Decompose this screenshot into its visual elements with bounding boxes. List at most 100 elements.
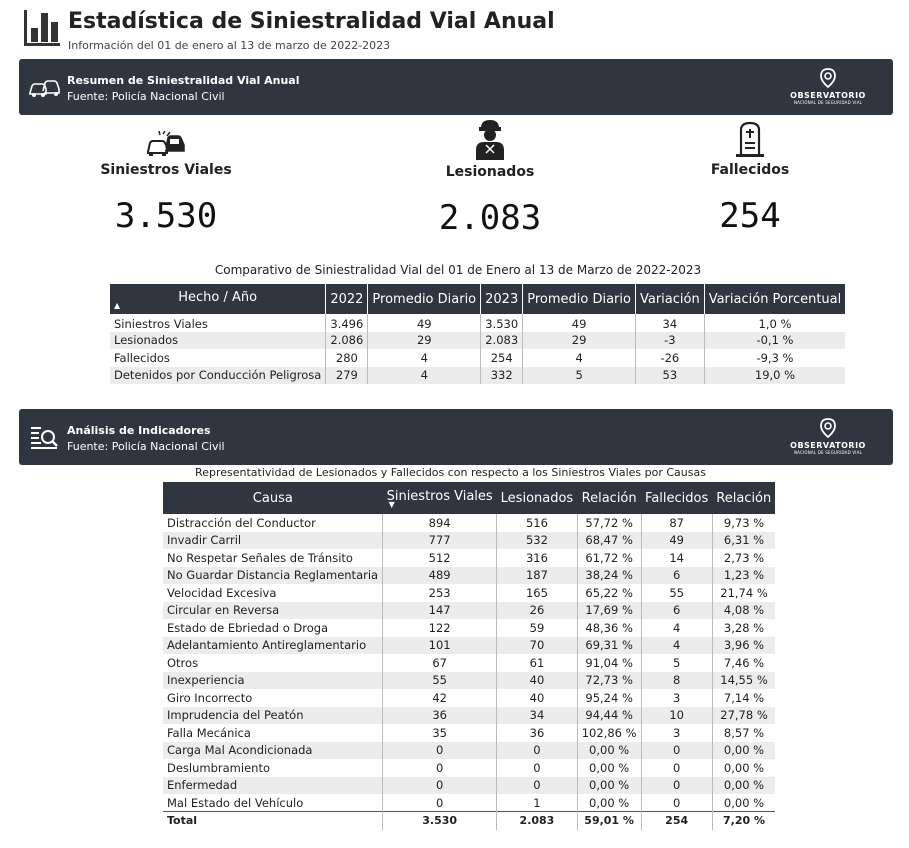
total-cell: 254 (641, 811, 713, 830)
table-cell: Lesionados (110, 331, 327, 349)
resumen-banner-title: Resumen de Siniestralidad Vial Anual (67, 74, 300, 87)
table-row: Adelantamiento Antireglamentario 101 70 69,… (163, 636, 776, 654)
table-cell: 122 (382, 619, 498, 637)
table-row: Mal Estado del Vehículo 0 1 0,00 % 0 0,00 % (163, 794, 775, 812)
causas-header-cell[interactable]: Causa (163, 482, 383, 514)
kpi-fallecidos-value: 254 (719, 196, 781, 236)
observatorio-logo: OBSERVATORIO NACIONAL DE SEGURIDAD VIAL (783, 417, 873, 459)
table-cell: 0 (382, 794, 498, 812)
table-cell: 19,0 % (704, 366, 846, 384)
table-cell: 48,36 % (577, 619, 642, 637)
page-subtitle: Información del 01 de enero al 13 de mar… (68, 39, 391, 52)
search-analysis-icon (31, 427, 58, 449)
table-cell: 35 (382, 724, 498, 742)
table-cell: 95,24 % (577, 689, 642, 707)
total-cell: 7,20 % (712, 811, 776, 830)
table-cell: 4 (641, 619, 713, 637)
table-row: Distracción del Conductor 894 516 57,72 % 87… (163, 514, 775, 532)
table-cell: 2.086 (325, 331, 369, 349)
comparativo-header-cell[interactable]: Variación (635, 284, 705, 314)
table-cell: 40 (496, 671, 578, 689)
table-cell: 72,73 % (577, 671, 642, 689)
comparativo-table: Hecho / Año ▲ 2022 Promedio Diario 2023 … (110, 284, 846, 384)
table-cell: 5 (641, 654, 713, 672)
table-cell: 49 (641, 531, 713, 549)
causas-header-cell[interactable]: Siniestros Viales ▼ (382, 482, 497, 514)
table-cell: 59 (496, 619, 578, 637)
analisis-banner: Análisis de Indicadores Fuente: Policía … (19, 409, 893, 465)
sort-arrow-icon[interactable]: ▲ (114, 300, 121, 310)
causas-header-cell[interactable]: Relación (712, 482, 776, 514)
causas-header-cell[interactable]: Lesionados (496, 482, 578, 514)
table-cell: 61,72 % (577, 549, 642, 567)
table-row: No Respetar Señales de Tránsito 512 316 61,… (163, 549, 775, 567)
table-cell: 53 (635, 366, 705, 384)
table-cell: 3,96 % (712, 636, 776, 654)
table-cell: 5 (522, 366, 636, 384)
analisis-banner-source: Fuente: Policía Nacional Civil (67, 440, 225, 453)
comparativo-header-cell[interactable]: Variación Porcentual (704, 284, 846, 314)
comparativo-header-cell[interactable]: 2023 (480, 284, 524, 314)
table-cell: 42 (382, 689, 498, 707)
table-cell: 49 (522, 314, 636, 332)
page-header: Estadística de Siniestralidad Vial Anual… (20, 6, 900, 52)
page-title: Estadística de Siniestralidad Vial Anual (68, 9, 555, 34)
table-row: No Guardar Distancia Reglamentaria 489 187… (163, 566, 776, 584)
table-cell: Detenidos por Conducción Peligrosa (110, 366, 327, 384)
table-cell: 0 (496, 776, 578, 794)
kpi-fallecidos-label: Fallecidos (710, 162, 790, 178)
table-cell: 10 (641, 706, 713, 724)
causas-title: Representatividad de Lesionados y Fallec… (195, 466, 706, 479)
table-row: Deslumbramiento 0 0 0,00 % 0 0,00 % (163, 759, 775, 777)
table-cell: 4 (367, 366, 482, 384)
table-cell: Circular en Reversa (163, 601, 384, 619)
table-cell: 8 (641, 671, 713, 689)
comparativo-header-cell[interactable]: Promedio Diario (522, 284, 636, 314)
table-cell: No Guardar Distancia Reglamentaria (163, 566, 384, 584)
sort-arrow-icon[interactable]: ▼ (388, 499, 395, 509)
table-cell: 36 (496, 724, 578, 742)
table-cell: 102,86 % (577, 724, 642, 742)
table-cell: 0,00 % (723, 760, 765, 775)
table-cell: 57,72 % (577, 514, 642, 532)
table-cell: 26 (496, 601, 578, 619)
causas-header-cell[interactable]: Fallecidos (641, 482, 713, 514)
table-cell: 7,46 % (723, 655, 765, 670)
table-cell: 4 (367, 349, 482, 367)
table-cell: 0 (496, 741, 578, 759)
resumen-banner: Resumen de Siniestralidad Vial Anual Fue… (19, 59, 893, 115)
table-cell: 34 (496, 706, 578, 724)
table-cell: 3,28 % (723, 620, 765, 635)
comparativo-header-cell[interactable]: Hecho / Año ▲ (110, 284, 327, 314)
table-cell: 279 (325, 366, 369, 384)
table-cell: 532 (496, 531, 578, 549)
table-cell: 101 (382, 636, 498, 654)
table-cell: 0,00 % (723, 795, 765, 810)
table-cell: 6 (641, 566, 713, 584)
table-cell: 6 (641, 601, 713, 619)
table-cell: Distracción del Conductor (163, 514, 384, 532)
table-cell: 9,73 % (723, 515, 765, 530)
comparativo-title: Comparativo de Siniestralidad Vial del 0… (214, 263, 702, 277)
table-cell: 70 (496, 636, 578, 654)
table-row: Circular en Reversa 147 26 17,69 % 6 4,08 % (163, 601, 776, 619)
table-cell: 316 (496, 549, 578, 567)
comparativo-header-cell[interactable]: Promedio Diario (367, 284, 482, 314)
table-cell: 94,44 % (577, 706, 642, 724)
table-cell: 0,00 % (577, 741, 642, 759)
table-cell: Giro Incorrecto (163, 689, 384, 707)
table-cell: 777 (382, 531, 498, 549)
table-cell: 4 (522, 349, 636, 367)
comparativo-header-cell[interactable]: 2022 (325, 284, 369, 314)
table-cell: 55 (382, 671, 498, 689)
table-cell: 0 (641, 741, 713, 759)
causas-table: Causa Siniestros Viales ▼ Lesionados Rel… (163, 482, 776, 830)
table-cell: 29 (367, 331, 482, 349)
table-cell: 68,47 % (577, 531, 642, 549)
table-cell: 253 (382, 584, 498, 602)
causas-header-cell[interactable]: Relación (577, 482, 642, 514)
location-pin-icon (820, 418, 836, 439)
table-cell: Adelantamiento Antireglamentario (163, 636, 384, 654)
table-cell: Velocidad Excesiva (163, 584, 384, 602)
kpi-lesionados-value: 2.083 (438, 198, 542, 238)
